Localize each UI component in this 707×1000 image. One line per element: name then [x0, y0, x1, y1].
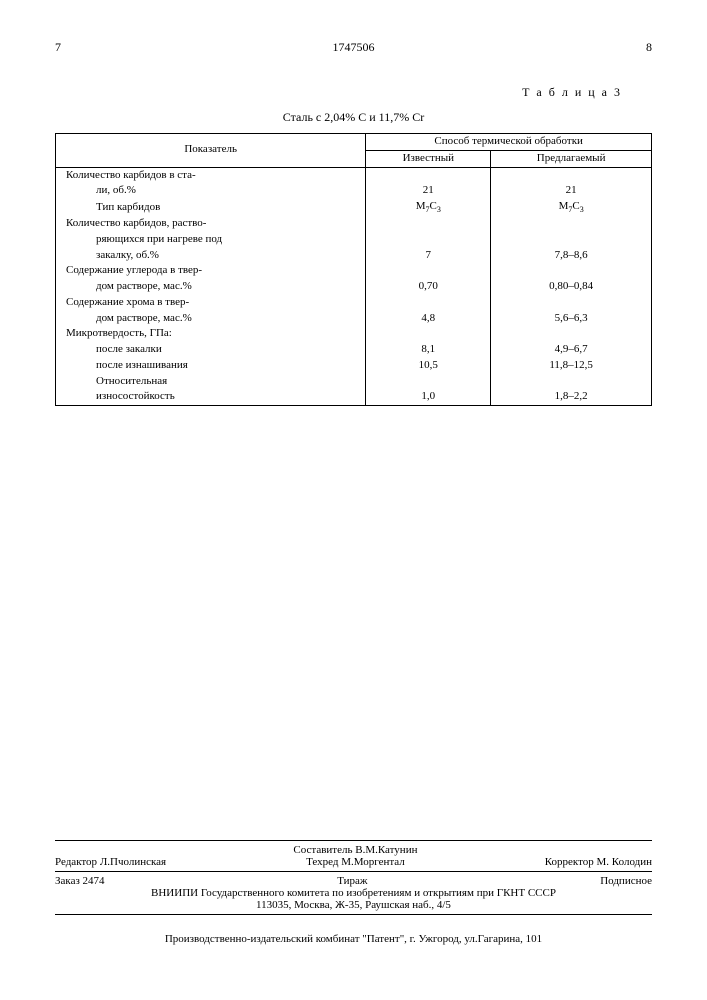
table-row-known — [366, 263, 491, 279]
table-row-proposed: 1,8–2,2 — [491, 389, 652, 405]
table-row-proposed: 0,80–0,84 — [491, 279, 652, 295]
table-row-known — [366, 295, 491, 311]
table-row-known — [366, 216, 491, 232]
table-row-label: ли, об.% — [56, 183, 366, 199]
table-row-proposed: 4,9–6,7 — [491, 342, 652, 358]
table-row-label: после закалки — [56, 342, 366, 358]
table-row-label: Содержание хрома в твер- — [56, 295, 366, 311]
page-right: 8 — [646, 40, 652, 55]
tirazh: Тираж — [337, 875, 367, 887]
table-row-label: Относительная — [56, 374, 366, 390]
table-row-label: Содержание углерода в твер- — [56, 263, 366, 279]
table-row-proposed — [491, 263, 652, 279]
th-known: Известный — [366, 150, 491, 167]
footer: Редактор Л.Пчолинская Составитель В.М.Ка… — [55, 837, 652, 945]
addr2: 113035, Москва, Ж-35, Раушская наб., 4/5 — [55, 899, 652, 911]
table-row-label: дом растворе, мас.% — [56, 279, 366, 295]
table-row-known: 0,70 — [366, 279, 491, 295]
table-row-known — [366, 374, 491, 390]
th-param: Показатель — [56, 134, 366, 168]
table-row-known: M7C3 — [366, 199, 491, 216]
table-row-known: 7 — [366, 248, 491, 264]
table-row-known — [366, 232, 491, 248]
table-row-known — [366, 167, 491, 183]
page-left: 7 — [55, 40, 61, 55]
table-row-known: 10,5 — [366, 358, 491, 374]
podpis: Подписное — [600, 875, 652, 887]
table-row-proposed — [491, 326, 652, 342]
table-row-known: 4,8 — [366, 311, 491, 327]
table-row-proposed — [491, 295, 652, 311]
table-row-known: 1,0 — [366, 389, 491, 405]
corrector: Корректор М. Колодин — [545, 856, 652, 868]
table-row-label: ряющихся при нагреве под — [56, 232, 366, 248]
editor: Редактор Л.Пчолинская — [55, 856, 166, 868]
data-table: Показатель Способ термической обработки … — [55, 133, 652, 406]
press: Производственно-издательский комбинат "П… — [55, 933, 652, 945]
table-row-label: износостойкость — [56, 389, 366, 405]
table-row-label: Тип карбидов — [56, 199, 366, 216]
table-subtitle: Сталь с 2,04% С и 11,7% Cr — [55, 110, 652, 125]
table-row-label: закалку, об.% — [56, 248, 366, 264]
table-label: Т а б л и ц а 3 — [55, 85, 622, 100]
table-row-proposed — [491, 374, 652, 390]
page-header: 7 1747506 8 — [55, 40, 652, 55]
table-row-known: 21 — [366, 183, 491, 199]
doc-number: 1747506 — [333, 40, 375, 55]
table-row-proposed: 7,8–8,6 — [491, 248, 652, 264]
th-proposed: Предлагаемый — [491, 150, 652, 167]
order: Заказ 2474 — [55, 875, 105, 887]
table-row-proposed: 5,6–6,3 — [491, 311, 652, 327]
table-row-label: дом растворе, мас.% — [56, 311, 366, 327]
table-row-proposed: M7C3 — [491, 199, 652, 216]
credits-center: Составитель В.М.Катунин Техред М.Моргент… — [166, 844, 545, 868]
th-method: Способ термической обработки — [366, 134, 652, 151]
table-row-proposed — [491, 232, 652, 248]
table-row-proposed: 21 — [491, 183, 652, 199]
table-row-proposed: 11,8–12,5 — [491, 358, 652, 374]
table-row-known: 8,1 — [366, 342, 491, 358]
table-row-label: после изнашивания — [56, 358, 366, 374]
addr1: ВНИИПИ Государственного комитета по изоб… — [55, 887, 652, 899]
table-row-proposed — [491, 167, 652, 183]
table-row-known — [366, 326, 491, 342]
table-row-label: Количество карбидов в ста- — [56, 167, 366, 183]
table-row-label: Микротвердость, ГПа: — [56, 326, 366, 342]
table-row-proposed — [491, 216, 652, 232]
table-row-label: Количество карбидов, раство- — [56, 216, 366, 232]
